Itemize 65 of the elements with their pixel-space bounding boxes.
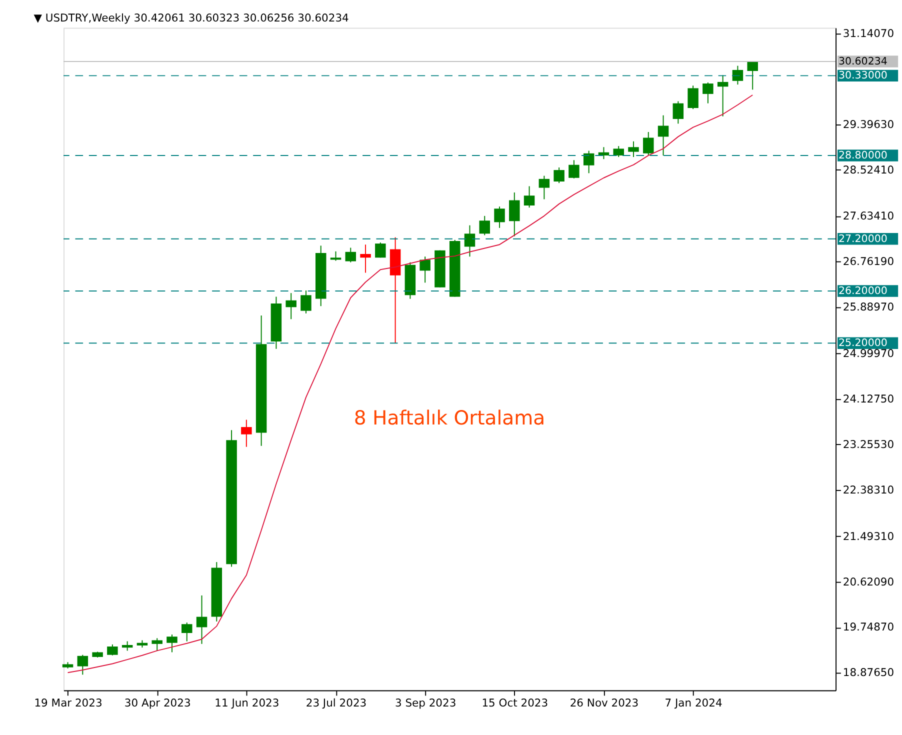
y-tick-label: 19.74870 [842, 620, 894, 634]
candlestick [747, 60, 758, 90]
candlestick [330, 250, 342, 262]
y-tick-label: 26.76190 [842, 255, 894, 268]
candlestick [643, 132, 654, 156]
ref-line-label: 26.20000 [838, 284, 888, 297]
candlestick [628, 140, 639, 158]
candlestick [420, 256, 430, 284]
candlestick [658, 114, 669, 156]
candlestick [360, 244, 371, 274]
candlestick [152, 638, 162, 652]
candlestick [77, 654, 88, 676]
chart-title: ▼ USDTRY,Weekly 30.42061 30.60323 30.06256 30.60234 [34, 12, 350, 25]
x-tick-label: 7 Jan 2024 [664, 696, 722, 710]
x-tick-label: 3 Sep 2023 [394, 696, 456, 710]
candlestick [494, 206, 505, 228]
ref-line-label: 28.80000 [838, 149, 888, 162]
annotation: 8 Haftalık Ortalama [354, 406, 546, 430]
ref-line-label: 30.33000 [838, 70, 888, 82]
candlestick [182, 622, 192, 642]
y-tick-label: 25.88970 [842, 300, 894, 314]
y-tick-label: 18.87650 [842, 666, 894, 680]
ref-line-label: 30.60234 [838, 55, 888, 68]
candlestick [538, 175, 550, 200]
candlestick [524, 186, 535, 208]
candlestick [509, 192, 520, 237]
candlestick [375, 242, 386, 258]
y-tick-label: 28.52410 [842, 163, 894, 176]
candlestick [702, 82, 714, 104]
x-tick-label: 23 Jul 2023 [306, 696, 367, 710]
candlestick [717, 74, 728, 117]
ref-line-label: 27.20000 [838, 232, 888, 245]
candlestick [672, 100, 684, 124]
y-tick-label: 24.99970 [842, 346, 894, 360]
y-tick-label: 29.39630 [842, 118, 894, 131]
candlestick [300, 290, 312, 314]
y-tick-label: 23.25530 [842, 438, 894, 451]
candlestick [122, 640, 133, 652]
candlestick [688, 85, 698, 110]
x-tick-label: 30 Apr 2023 [124, 696, 191, 710]
candlestick [568, 160, 580, 179]
candlestick [732, 65, 744, 86]
candlestick [464, 224, 476, 258]
x-tick-label: 26 Nov 2023 [570, 696, 639, 710]
y-tick-label: 31.14070 [842, 26, 894, 40]
y-tick-label: 22.38310 [842, 483, 894, 496]
x-tick-label: 19 Mar 2023 [34, 696, 102, 710]
ref-line-label: 25.20000 [838, 337, 888, 350]
y-tick-label: 21.49310 [842, 530, 894, 543]
candlestick [479, 215, 490, 236]
candlestick [286, 292, 296, 320]
candlestick [554, 166, 564, 184]
y-tick-label: 20.62090 [842, 575, 894, 588]
line-series [67, 94, 754, 674]
y-tick-label: 24.12750 [842, 392, 894, 406]
candlestick [613, 146, 624, 158]
candlestick [241, 419, 252, 448]
candlestick [345, 247, 356, 263]
x-tick-label: 11 Jun 2023 [214, 696, 280, 710]
x-tick-label: 15 Oct 2023 [482, 696, 548, 710]
candlestick [107, 644, 118, 656]
candlestick [196, 594, 208, 644]
y-tick-label: 27.63410 [842, 210, 894, 223]
candlestick [583, 150, 594, 174]
candlestick [166, 634, 178, 653]
